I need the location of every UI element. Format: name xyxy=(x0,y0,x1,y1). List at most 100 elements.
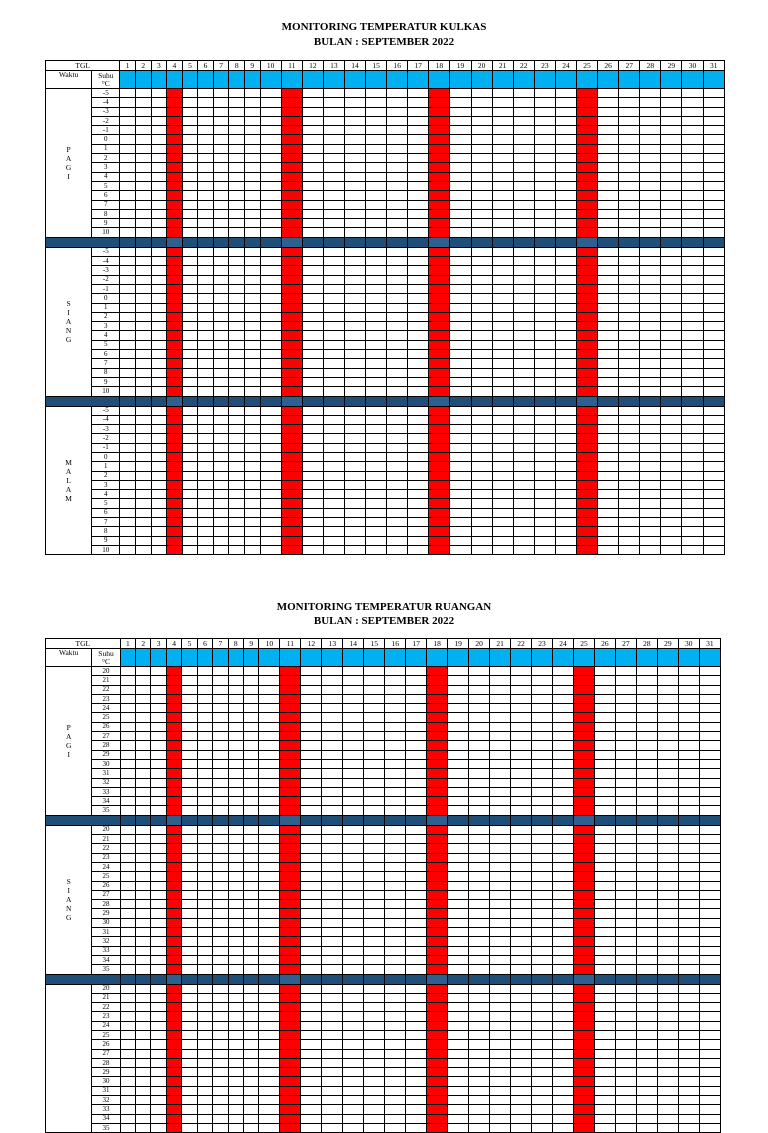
record-cell[interactable] xyxy=(300,721,323,733)
holiday-cell[interactable] xyxy=(572,1002,595,1013)
record-cell[interactable] xyxy=(681,330,704,341)
record-cell[interactable] xyxy=(639,274,662,285)
record-cell[interactable] xyxy=(491,535,514,546)
record-cell[interactable] xyxy=(244,517,261,528)
record-cell[interactable] xyxy=(384,665,407,677)
record-cell[interactable] xyxy=(447,983,470,994)
record-cell[interactable] xyxy=(321,1039,344,1050)
record-cell[interactable] xyxy=(551,964,574,975)
record-cell[interactable] xyxy=(181,339,199,351)
holiday-cell[interactable] xyxy=(166,302,183,313)
record-cell[interactable] xyxy=(150,1122,167,1133)
record-cell[interactable] xyxy=(593,871,616,882)
record-cell[interactable] xyxy=(365,526,388,537)
holiday-cell[interactable] xyxy=(279,684,302,695)
record-cell[interactable] xyxy=(386,461,409,472)
holiday-cell[interactable] xyxy=(165,945,183,956)
holiday-cell[interactable] xyxy=(426,861,449,873)
record-cell[interactable] xyxy=(258,712,281,723)
record-cell[interactable] xyxy=(363,871,386,882)
record-cell[interactable] xyxy=(489,917,512,929)
record-cell[interactable] xyxy=(322,526,345,537)
record-cell[interactable] xyxy=(407,489,430,500)
record-cell[interactable] xyxy=(405,1057,428,1069)
record-cell[interactable] xyxy=(386,180,409,192)
record-cell[interactable] xyxy=(593,768,616,779)
record-cell[interactable] xyxy=(597,162,620,173)
record-cell[interactable] xyxy=(227,824,245,836)
record-cell[interactable] xyxy=(405,983,428,994)
record-cell[interactable] xyxy=(677,1011,700,1022)
holiday-cell[interactable] xyxy=(279,805,302,816)
record-cell[interactable] xyxy=(447,899,470,910)
record-cell[interactable] xyxy=(135,954,152,966)
record-cell[interactable] xyxy=(384,786,407,798)
record-cell[interactable] xyxy=(150,1048,167,1059)
record-cell[interactable] xyxy=(656,693,679,705)
record-cell[interactable] xyxy=(135,908,152,919)
record-cell[interactable] xyxy=(150,786,167,798)
record-cell[interactable] xyxy=(597,143,620,155)
record-cell[interactable] xyxy=(447,721,470,733)
record-cell[interactable] xyxy=(656,731,679,742)
record-cell[interactable] xyxy=(533,302,556,313)
record-cell[interactable] xyxy=(321,843,344,854)
record-cell[interactable] xyxy=(639,489,662,500)
record-cell[interactable] xyxy=(150,1011,167,1022)
record-cell[interactable] xyxy=(698,1095,722,1106)
holiday-cell[interactable] xyxy=(575,442,599,454)
record-cell[interactable] xyxy=(593,861,616,873)
record-cell[interactable] xyxy=(300,899,323,910)
record-cell[interactable] xyxy=(228,330,245,341)
record-cell[interactable] xyxy=(227,703,245,714)
record-cell[interactable] xyxy=(244,489,261,500)
record-cell[interactable] xyxy=(365,376,388,388)
record-cell[interactable] xyxy=(593,1067,616,1078)
record-cell[interactable] xyxy=(468,1067,491,1078)
record-cell[interactable] xyxy=(343,535,367,546)
record-cell[interactable] xyxy=(702,461,726,472)
record-cell[interactable] xyxy=(593,834,616,845)
record-cell[interactable] xyxy=(531,796,553,807)
holiday-cell[interactable] xyxy=(426,796,449,807)
record-cell[interactable] xyxy=(134,498,152,509)
record-cell[interactable] xyxy=(635,899,658,910)
record-cell[interactable] xyxy=(491,125,514,136)
record-cell[interactable] xyxy=(119,330,136,341)
record-cell[interactable] xyxy=(384,712,407,723)
record-cell[interactable] xyxy=(134,461,152,472)
holiday-cell[interactable] xyxy=(166,489,183,500)
record-cell[interactable] xyxy=(447,740,470,751)
record-cell[interactable] xyxy=(614,871,637,882)
record-cell[interactable] xyxy=(228,171,245,182)
record-cell[interactable] xyxy=(470,153,493,164)
record-cell[interactable] xyxy=(322,321,345,332)
record-cell[interactable] xyxy=(242,1122,260,1133)
record-cell[interactable] xyxy=(386,153,409,164)
holiday-cell[interactable] xyxy=(166,106,183,117)
record-cell[interactable] xyxy=(533,115,556,127)
record-cell[interactable] xyxy=(656,1039,679,1050)
record-cell[interactable] xyxy=(597,265,620,276)
record-cell[interactable] xyxy=(212,703,229,714)
record-cell[interactable] xyxy=(702,208,726,220)
holiday-cell[interactable] xyxy=(428,162,451,173)
record-cell[interactable] xyxy=(468,740,491,751)
holiday-cell[interactable] xyxy=(426,843,449,854)
record-cell[interactable] xyxy=(227,749,245,760)
record-cell[interactable] xyxy=(698,1020,722,1032)
record-cell[interactable] xyxy=(470,517,493,528)
record-cell[interactable] xyxy=(698,834,722,845)
record-cell[interactable] xyxy=(150,703,167,714)
record-cell[interactable] xyxy=(363,1122,386,1133)
record-cell[interactable] xyxy=(677,824,700,836)
record-cell[interactable] xyxy=(242,899,260,910)
holiday-cell[interactable] xyxy=(428,424,451,435)
holiday-cell[interactable] xyxy=(280,479,303,491)
holiday-cell[interactable] xyxy=(280,348,303,360)
record-cell[interactable] xyxy=(407,180,430,192)
record-cell[interactable] xyxy=(365,433,388,444)
record-cell[interactable] xyxy=(212,106,230,117)
record-cell[interactable] xyxy=(134,293,152,304)
record-cell[interactable] xyxy=(681,339,704,351)
